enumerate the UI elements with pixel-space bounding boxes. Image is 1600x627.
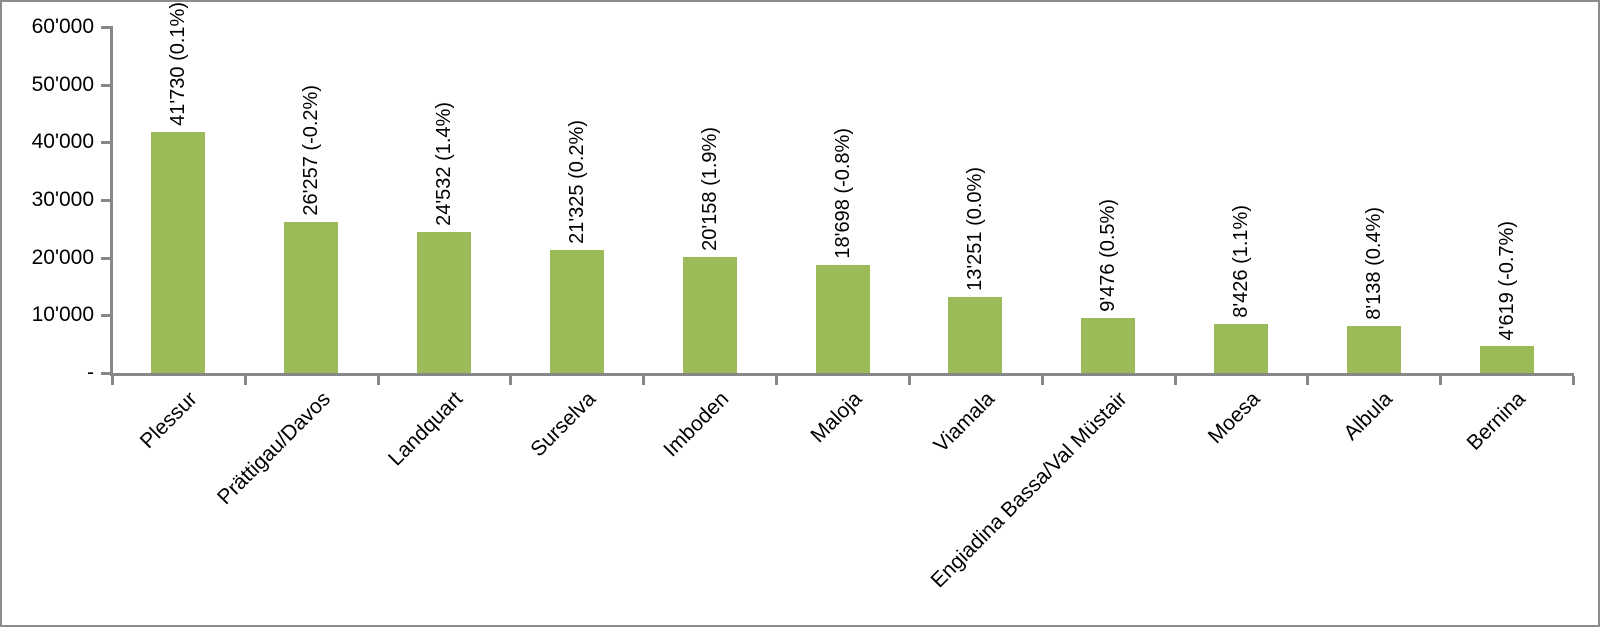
x-axis-category-label: Viamala bbox=[929, 387, 999, 457]
y-axis-tick bbox=[101, 83, 110, 87]
bar-value-label: 21'325 (0.2%) bbox=[565, 120, 588, 244]
x-axis-tick bbox=[509, 376, 513, 385]
x-axis-category-label: Moesa bbox=[1203, 387, 1265, 449]
x-axis-tick bbox=[376, 376, 380, 385]
bar-value-label: 8'138 (0.4%) bbox=[1362, 207, 1385, 320]
y-axis-tick-label: 30'000 bbox=[31, 188, 94, 211]
x-axis-category-label: Plessur bbox=[136, 387, 202, 454]
y-axis-tick bbox=[101, 141, 110, 145]
x-axis-category-label: Maloja bbox=[806, 387, 867, 448]
bar-value-label: 20'158 (1.9%) bbox=[698, 127, 721, 251]
bar-value-label: 8'426 (1.1%) bbox=[1229, 205, 1252, 318]
x-axis-category-label: Landquart bbox=[384, 387, 468, 471]
y-axis-line bbox=[110, 26, 113, 376]
x-axis-tick bbox=[1040, 376, 1044, 385]
bar bbox=[284, 222, 339, 373]
bar-value-label: 24'532 (1.4%) bbox=[433, 102, 456, 226]
x-axis-tick bbox=[1572, 376, 1575, 385]
bar-value-label: 4'619 (-0.7%) bbox=[1495, 220, 1518, 340]
y-axis-tick bbox=[101, 314, 110, 318]
y-axis-tick bbox=[101, 26, 110, 29]
y-axis-tick-label: 20'000 bbox=[31, 245, 94, 269]
x-axis-tick bbox=[243, 376, 247, 385]
y-axis-tick bbox=[101, 199, 110, 202]
x-axis-category-label: Imboden bbox=[659, 387, 734, 462]
x-axis-category-label: Albula bbox=[1339, 387, 1398, 445]
x-axis-tick bbox=[1439, 376, 1443, 385]
bar bbox=[1346, 326, 1401, 373]
x-axis-line bbox=[110, 373, 1574, 376]
y-axis-tick-label: 10'000 bbox=[31, 303, 94, 327]
bar bbox=[549, 250, 604, 373]
y-axis-tick-label: 50'000 bbox=[31, 72, 94, 96]
y-axis-tick-label: - bbox=[87, 361, 94, 384]
bar bbox=[948, 297, 1003, 373]
bar bbox=[1213, 324, 1268, 373]
x-axis-category-label: Surselva bbox=[526, 387, 601, 462]
y-axis-tick-label: 60'000 bbox=[31, 15, 94, 38]
bar-value-label: 9'476 (0.5%) bbox=[1097, 199, 1120, 312]
y-axis-tick-label: 40'000 bbox=[31, 130, 94, 154]
bar bbox=[682, 257, 737, 373]
x-axis-tick bbox=[775, 376, 779, 385]
bar bbox=[151, 132, 206, 373]
x-axis-category-label: Bernina bbox=[1462, 387, 1531, 455]
y-axis-tick bbox=[101, 372, 110, 375]
bar-value-label: 41'730 (0.1%) bbox=[167, 2, 190, 126]
bar bbox=[417, 232, 472, 373]
x-axis-tick bbox=[642, 376, 646, 385]
x-axis-category-label: Prättigau/Davos bbox=[212, 387, 335, 510]
bar bbox=[1479, 346, 1534, 373]
bar bbox=[815, 265, 870, 373]
x-axis-tick bbox=[1306, 376, 1310, 385]
bar bbox=[1081, 318, 1136, 373]
y-axis-tick bbox=[101, 256, 110, 260]
x-axis-tick bbox=[907, 376, 911, 385]
bar-value-label: 13'251 (0.0%) bbox=[964, 167, 987, 291]
x-axis-tick bbox=[111, 376, 114, 385]
bar-value-label: 26'257 (-0.2%) bbox=[300, 85, 323, 216]
x-axis-tick bbox=[1173, 376, 1177, 385]
bar-value-label: 18'698 (-0.8%) bbox=[831, 128, 854, 259]
